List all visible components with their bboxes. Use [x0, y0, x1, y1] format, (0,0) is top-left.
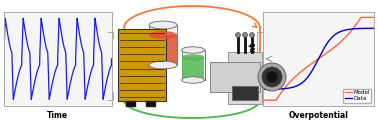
- Bar: [146, 101, 156, 107]
- Circle shape: [266, 71, 277, 83]
- FancyBboxPatch shape: [149, 25, 177, 65]
- Bar: [126, 101, 136, 107]
- Ellipse shape: [181, 54, 204, 61]
- Legend: Model, Data: Model, Data: [343, 89, 372, 103]
- Data: [372, 27, 376, 29]
- Data: [352, 28, 356, 30]
- FancyBboxPatch shape: [232, 86, 258, 100]
- FancyBboxPatch shape: [182, 57, 204, 79]
- Data: [313, 63, 318, 65]
- Bar: [260, 69, 274, 85]
- Data: [369, 28, 374, 29]
- FancyBboxPatch shape: [210, 62, 260, 92]
- Ellipse shape: [149, 61, 177, 69]
- Circle shape: [258, 63, 286, 91]
- Line: Data: Data: [263, 28, 374, 89]
- Data: [260, 89, 265, 90]
- Model: [260, 99, 265, 101]
- FancyBboxPatch shape: [181, 50, 204, 80]
- Circle shape: [262, 67, 282, 87]
- Data: [327, 40, 332, 41]
- Model: [359, 17, 363, 18]
- Circle shape: [235, 33, 240, 37]
- Model: [372, 17, 376, 18]
- Ellipse shape: [181, 77, 204, 83]
- Data: [321, 49, 325, 51]
- Line: Model: Model: [263, 17, 374, 100]
- Data: [314, 62, 319, 64]
- Model: [352, 27, 356, 28]
- Ellipse shape: [181, 47, 204, 53]
- Model: [314, 60, 319, 61]
- FancyBboxPatch shape: [228, 52, 262, 104]
- Ellipse shape: [149, 31, 177, 39]
- Y-axis label: Current: Current: [248, 42, 257, 75]
- Model: [369, 17, 374, 18]
- Model: [327, 51, 332, 52]
- X-axis label: Time: Time: [47, 111, 68, 120]
- Circle shape: [249, 33, 254, 37]
- Model: [321, 55, 325, 56]
- Model: [313, 60, 318, 61]
- Ellipse shape: [149, 21, 177, 29]
- FancyBboxPatch shape: [150, 35, 177, 65]
- FancyBboxPatch shape: [118, 29, 166, 101]
- X-axis label: Overpotential: Overpotential: [288, 111, 349, 120]
- Circle shape: [243, 33, 248, 37]
